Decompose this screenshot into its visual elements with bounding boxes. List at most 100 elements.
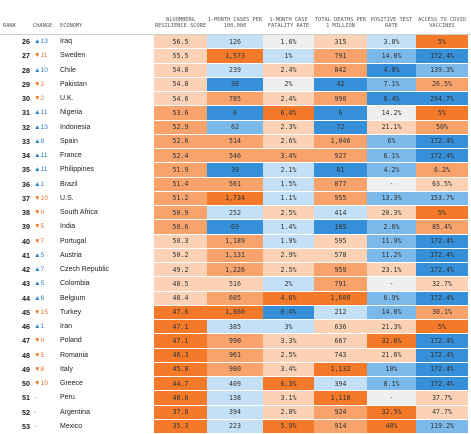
rank-change-cell: - <box>34 394 37 402</box>
rank-cell: 36 <box>22 179 30 189</box>
header-vaccine-access[interactable]: ACCESS TO COVID VACCINES <box>418 17 466 29</box>
resilience-score-cell: 40.6 <box>154 391 207 405</box>
rank-cell: 53 <box>22 421 30 431</box>
table-row[interactable]: 37 ▼10 U.S. 51.2 1,734 1.1% 955 13.3% 153.7% <box>0 191 471 206</box>
table-row[interactable]: 27 ▼11 Sweden 55.5 1,573 1% 791 14.8% 172.4% <box>0 49 471 64</box>
rank-change-cell: ▲11 <box>34 166 48 174</box>
vaccine-access-cell: 63.5% <box>416 177 468 191</box>
economy-name-cell: Czech Republic <box>60 266 110 274</box>
fatality-rate-cell: 2.8% <box>263 405 314 419</box>
header-total-deaths[interactable]: TOTAL DEATHS PER 1 MILLION <box>314 17 367 29</box>
table-row[interactable]: 40 ▼7 Portugal 50.3 1,189 1.9% 595 11.9% 172.4% <box>0 234 471 249</box>
resilience-score-cell: 50.6 <box>154 220 207 234</box>
cases-cell: 138 <box>207 391 263 405</box>
positive-test-rate-cell: 7.1% <box>367 77 416 91</box>
rank-change-cell: ▲7 <box>34 266 45 274</box>
vaccine-access-cell: 5% <box>416 106 468 120</box>
header-economy[interactable]: ECONOMY <box>60 23 83 29</box>
economy-name-cell: Austria <box>60 251 82 259</box>
cases-cell: 126 <box>207 35 263 49</box>
table-row[interactable]: 32 ▲13 Indonesia 52.9 62 2.3% 72 21.1% 50% <box>0 120 471 135</box>
table-row[interactable]: 29 ▼2 Pakistan 54.8 38 2% 42 7.1% 26.5% <box>0 77 471 92</box>
economy-name-cell: Iran <box>60 323 73 331</box>
table-row[interactable]: 33 ▲8 Spain 52.6 514 2.6% 1,046 6% 172.4% <box>0 134 471 149</box>
cases-cell: 1,226 <box>207 263 263 277</box>
rank-change-cell: ▼0 <box>34 209 45 217</box>
table-row[interactable]: 39 ▼5 India 50.6 69 1.4% 105 2.6% 85.4% <box>0 220 471 235</box>
rank-change-cell: ▼2 <box>34 80 45 88</box>
rank-cell: 33 <box>22 136 30 146</box>
total-deaths-cell: 1,118 <box>314 391 367 405</box>
table-row[interactable]: 31 ▲11 Nigeria 53.6 6 6.4% 6 14.2% 5% <box>0 106 471 121</box>
economy-name-cell: Iraq <box>60 38 73 46</box>
total-deaths-cell: 990 <box>314 92 367 106</box>
fatality-rate-cell: 1.6% <box>263 35 314 49</box>
table-row[interactable]: 36 ▲1 Brazil 51.4 561 1.5% 877-63.5% <box>0 177 471 192</box>
economy-name-cell: Brazil <box>60 180 78 188</box>
positive-test-rate-cell: 11.9% <box>367 234 416 248</box>
economy-name-cell: Poland <box>60 337 82 345</box>
resilience-score-cell: 56.5 <box>154 35 207 49</box>
table-row[interactable]: 49 ▼8 Italy 45.8 980 3.4% 1,132 10% 172.4% <box>0 362 471 377</box>
table-row[interactable]: 28 ▲10 Chile 54.8 239 2.4% 842 4.8% 139.3% <box>0 63 471 78</box>
header-resilience-score[interactable]: BLOOMBERG RESILIENCE SCORE <box>154 17 207 29</box>
table-row[interactable]: 50 ▼10 Greece 44.7 409 6.3% 394 8.1% 172.4% <box>0 377 471 392</box>
economy-name-cell: Turkey <box>60 308 82 316</box>
positive-test-rate-cell: 3.8% <box>367 35 416 49</box>
header-positive-test-rate[interactable]: POSITIVE TEST RATE <box>370 17 413 29</box>
total-deaths-cell: 914 <box>314 419 367 433</box>
economy-name-cell: Greece <box>60 380 83 388</box>
table-row[interactable]: 51- Peru 40.6 138 3.1% 1,118-37.7% <box>0 391 471 406</box>
economy-name-cell: Chile <box>60 66 76 74</box>
rank-change-cell: ▲11 <box>34 152 48 160</box>
rank-change-cell: ▲13 <box>34 123 48 131</box>
total-deaths-cell: 394 <box>314 377 367 391</box>
total-deaths-cell: 955 <box>314 191 367 205</box>
total-deaths-cell: 1,600 <box>314 291 367 305</box>
vaccine-access-cell: 5% <box>416 206 468 220</box>
total-deaths-cell: 81 <box>314 163 367 177</box>
table-row[interactable]: 46 ▲1 Iran 47.1 385 3% 636 21.3% 5% <box>0 320 471 335</box>
fatality-rate-cell: 2.5% <box>263 263 314 277</box>
resilience-score-cell: 54.8 <box>154 63 207 77</box>
table-row[interactable]: 30 ▼2 U.K. 54.6 785 2.4% 990 6.4% 294.7% <box>0 92 471 107</box>
economy-name-cell: Mexico <box>60 422 83 430</box>
table-row[interactable]: 35 ▲11 Philippines 51.9 39 2.1% 81 4.2% 6.2% <box>0 163 471 178</box>
fatality-rate-cell: 2.5% <box>263 348 314 362</box>
table-row[interactable]: 48 ▼5 Romania 46.3 961 2.5% 743 21.6% 172.4% <box>0 348 471 363</box>
positive-test-rate-cell: 6.4% <box>367 92 416 106</box>
vaccine-access-cell: 37.7% <box>416 391 468 405</box>
table-row[interactable]: 38 ▼0 South Africa 50.9 252 2.5% 414 20.3% 5% <box>0 206 471 221</box>
table-row[interactable]: 44 ▲6 Belgium 48.4 605 4.6% 1,600 6.9% 172.4% <box>0 291 471 306</box>
table-header: RANK CHANGE ECONOMY BLOOMBERG RESILIENCE… <box>0 0 471 35</box>
resilience-score-cell: 51.9 <box>154 163 207 177</box>
fatality-rate-cell: 1% <box>263 49 314 63</box>
header-fatality-rate[interactable]: 1-MONTH CASE FATALITY RATE <box>267 17 310 29</box>
header-change[interactable]: CHANGE <box>33 23 53 29</box>
economy-name-cell: Spain <box>60 137 78 145</box>
rank-change-cell: ▲13 <box>34 38 48 46</box>
table-row[interactable]: 41 ▲5 Austria 50.2 1,131 2.9% 578 11.2% 172.4% <box>0 248 471 263</box>
table-row[interactable]: 45 ▼15 Turkey 47.6 1,860 0.4% 212 14.8% 30.1% <box>0 305 471 320</box>
vaccine-access-cell: 119.2% <box>416 419 468 433</box>
economy-name-cell: Portugal <box>60 237 87 245</box>
table-row[interactable]: 47 ▼0 Poland 47.1 990 3.3% 667 32.6% 172.4% <box>0 334 471 349</box>
table-row[interactable]: 26 ▲13 Iraq 56.5 126 1.6% 315 3.8% 5% <box>0 35 471 50</box>
table-row[interactable]: 53- Mexico 35.3 223 5.9% 914 40% 119.2% <box>0 419 471 434</box>
rank-change-cell: ▲1 <box>34 323 45 331</box>
table-row[interactable]: 42 ▲7 Czech Republic 49.2 1,226 2.5% 959 23.1% 1… <box>0 263 471 278</box>
vaccine-access-cell: 26.5% <box>416 77 468 91</box>
table-row[interactable]: 34 ▲11 France 52.4 546 3.4% 927 6.1% 172.4% <box>0 149 471 164</box>
table-row[interactable]: 52- Argentina 37.8 394 2.8% 924 32.5% 47.7% <box>0 405 471 420</box>
header-cases[interactable]: 1-MONTH CASES PER 100,000 <box>207 17 263 29</box>
fatality-rate-cell: 2.3% <box>263 120 314 134</box>
rank-cell: 27 <box>22 51 30 61</box>
table-row[interactable]: 43 ▲5 Colombia 48.5 516 2% 791-32.7% <box>0 277 471 292</box>
rank-cell: 30 <box>22 94 30 104</box>
header-rank[interactable]: RANK <box>3 23 16 29</box>
positive-test-rate-cell: 10% <box>367 362 416 376</box>
rank-change-cell: - <box>34 408 37 416</box>
fatality-rate-cell: 2% <box>263 277 314 291</box>
fatality-rate-cell: 2.6% <box>263 134 314 148</box>
resilience-score-cell: 48.4 <box>154 291 207 305</box>
